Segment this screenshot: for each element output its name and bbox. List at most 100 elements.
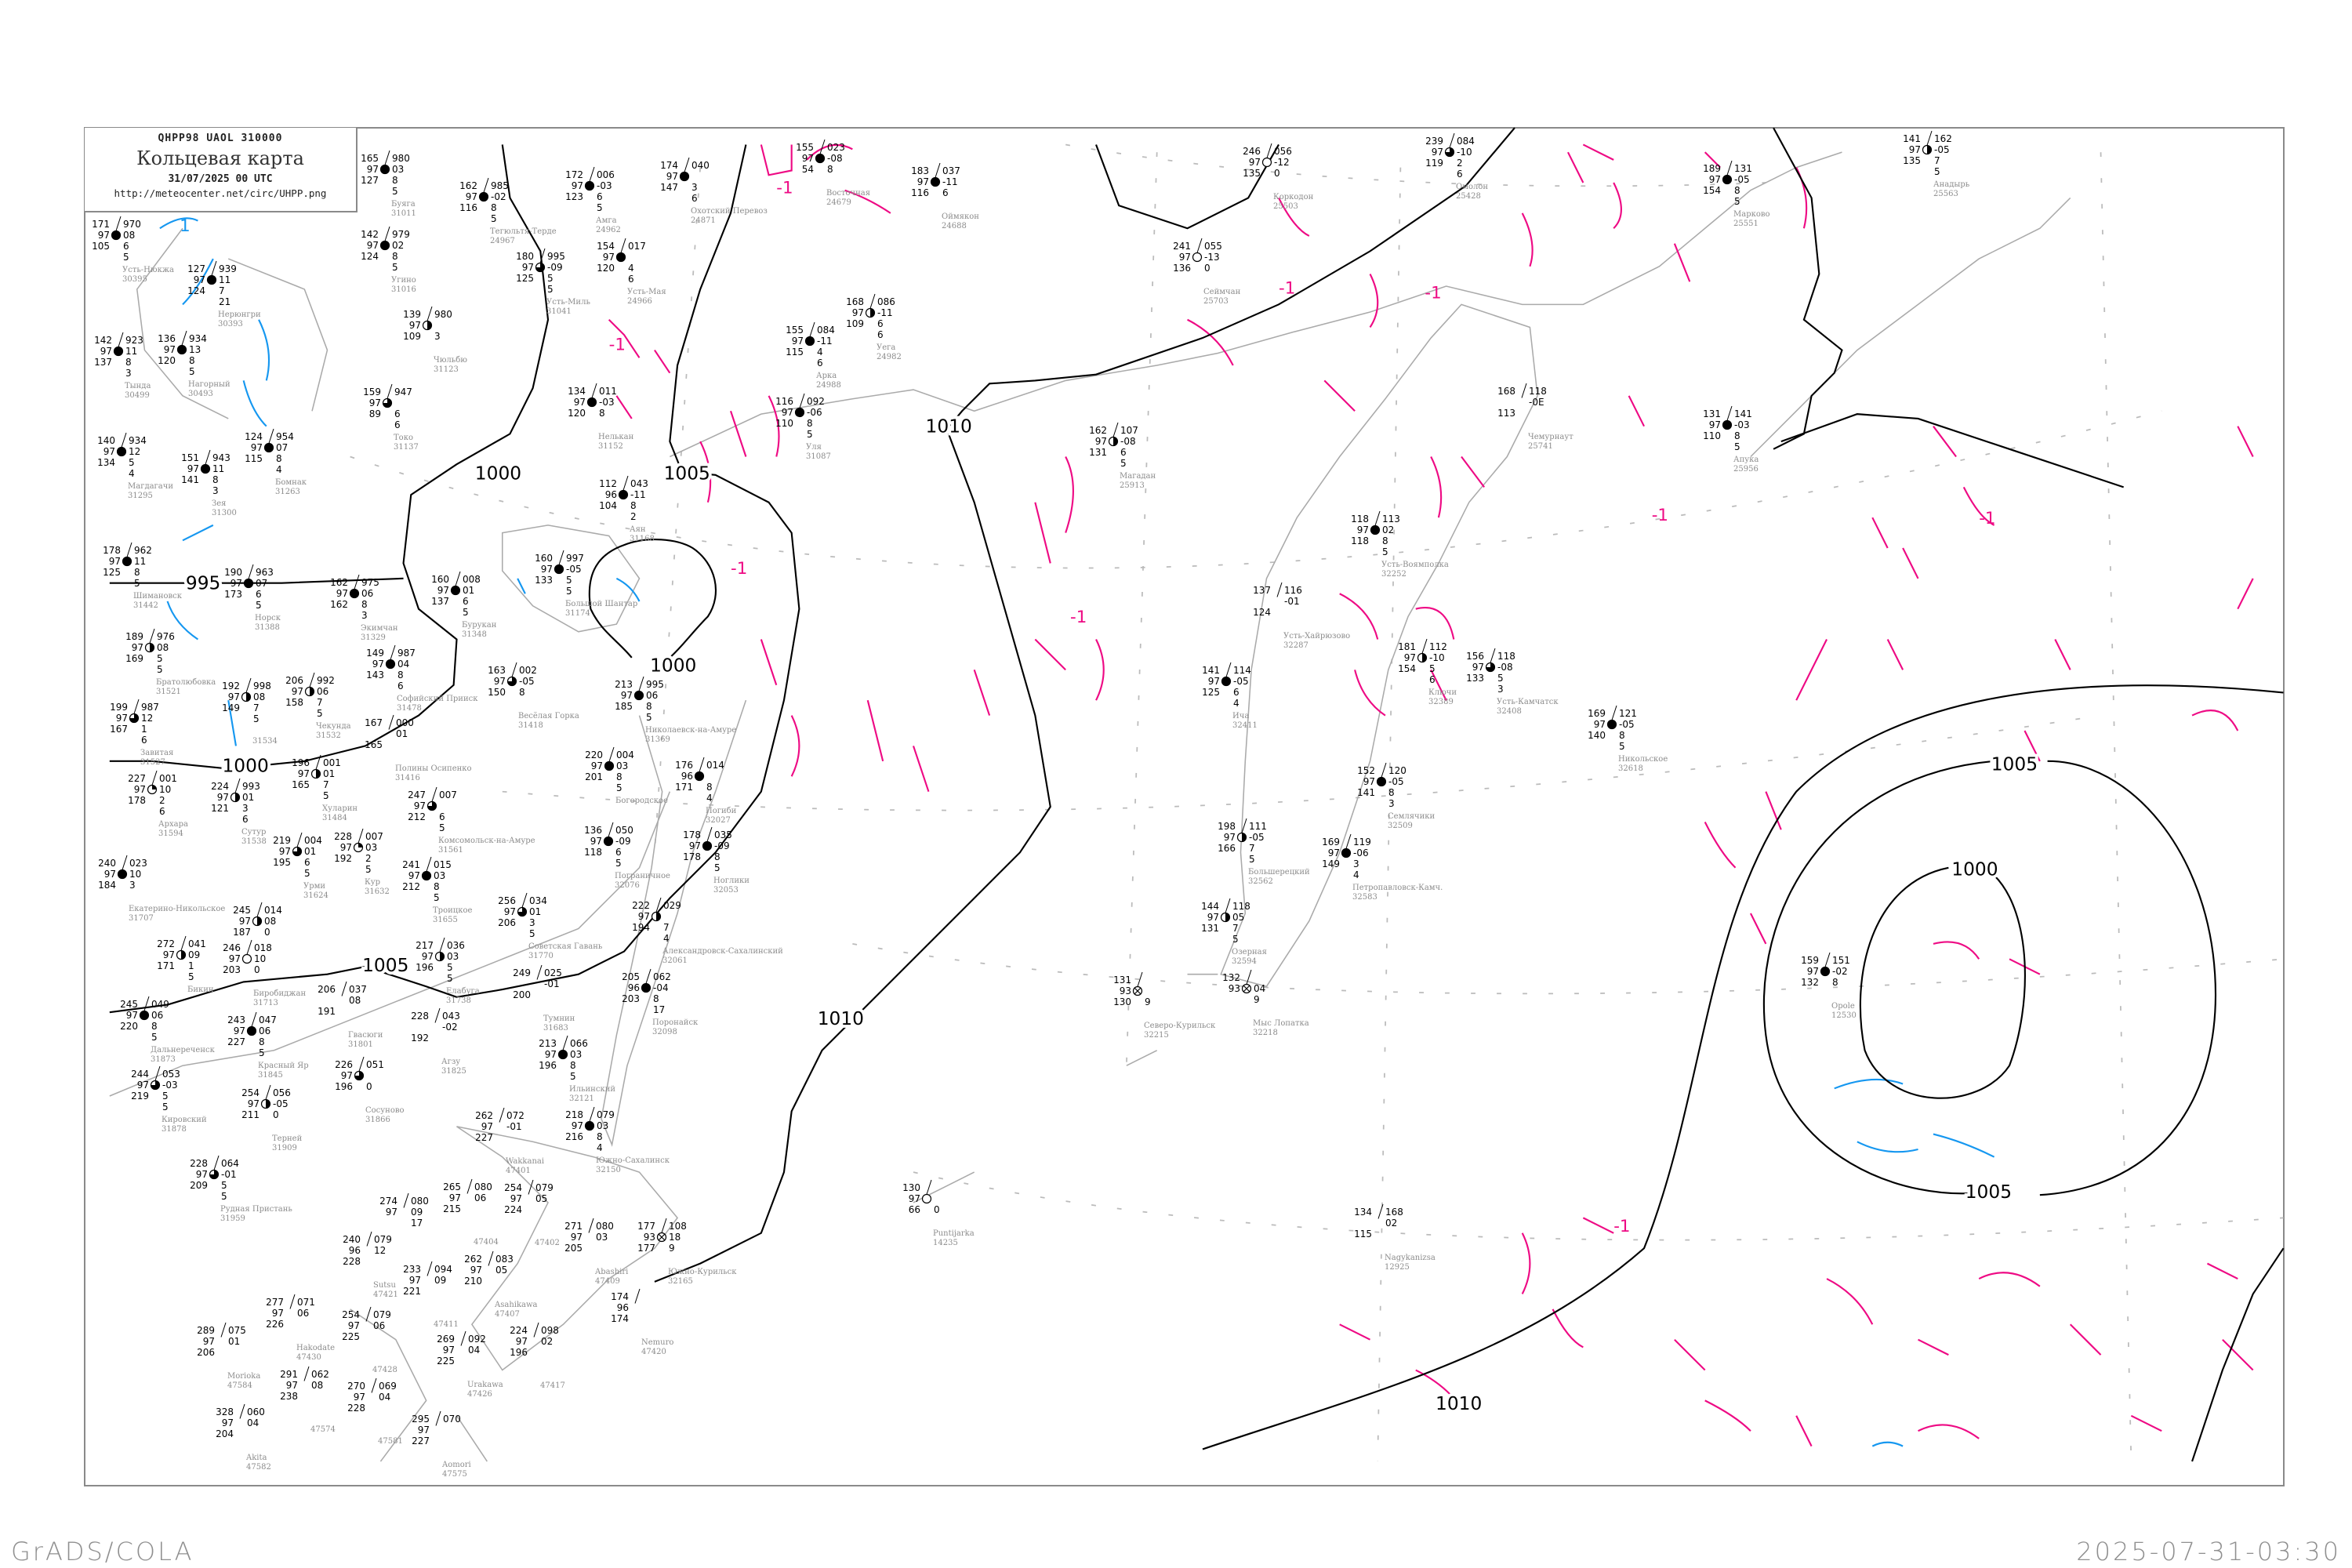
station-plot[interactable]: 16297116 985-0285 Тегюльтя-Терде24967 [459, 177, 557, 245]
station-plot[interactable]: 14297137 9231183 Тында30499 [94, 332, 151, 400]
station-plot[interactable]: 26297227 072-01 Wakkanai47401 [475, 1107, 544, 1175]
station-plot[interactable]: 32897204 06004 Akita47582 [216, 1403, 271, 1472]
station-plot[interactable]: 15197141 9431183 Зея31300 [181, 449, 237, 517]
station-plot[interactable]: 24096228 07912 Sutsu47421 [343, 1231, 398, 1299]
station-plot[interactable]: 27297171 0410915 Бикин [157, 935, 214, 994]
station-plot[interactable]: 29197238 06208 47574 [280, 1366, 336, 1434]
station-plot[interactable]: 16097137 0080165 Бурукан31348 [431, 571, 497, 639]
station-plot[interactable]: 16897109086-1166Уега24982 [846, 293, 902, 361]
station-plot[interactable]: 22297194 029 74 Александровск-Сахалинский32… [632, 897, 783, 965]
station-plot[interactable]: 1309766 0 Puntijarka14235 [902, 1179, 975, 1247]
station-plot[interactable]: 27797226 07106 Hakodate47430 [266, 1294, 335, 1362]
station-plot[interactable]: 24597220 0490685 Дальнереченск31873 [120, 996, 216, 1064]
station-plot[interactable]: 26597215 08006 47404 [443, 1178, 499, 1247]
station-plot[interactable]: 1559754 023-088 Восточная24679 [796, 139, 870, 207]
station-plot[interactable]: 14197135 162-0575 Анадырь25563 [1903, 130, 1970, 198]
station-plot[interactable]: 15497120 017 46 Усть-Мая24966 [597, 238, 666, 306]
station-plot[interactable]: 20697158 9920675 Чекунда31532 [285, 672, 351, 740]
station-plot[interactable]: 15297141 120-0583 Семлячики32509 [1357, 762, 1436, 830]
station-plot[interactable]: 13697120 9341385 Нагорный30493 [158, 330, 230, 398]
station-plot[interactable]: 17696171 014 84 Погиби32027 [675, 757, 737, 825]
station-plot[interactable]: 228 192 043-02 Агзу31825 [411, 1007, 466, 1076]
station-plot[interactable]: 25697206 0340135 Советская Гавань31770 [498, 892, 603, 960]
station-plot[interactable]: 19097173 9630765 Норск31388 [224, 564, 281, 632]
station-plot[interactable]: 22497121 9930136 Сутур31538 [211, 778, 267, 846]
station-plot[interactable]: 22497196 09802 47417 [510, 1322, 565, 1390]
station-plot[interactable]: 24197212 0150385 Троицкое31655 [402, 856, 472, 924]
station-plot[interactable]: 29597227 070 Aomori47575 [412, 1410, 471, 1479]
station-plot[interactable]: 19997167 9871216 Завитая31527 [110, 699, 173, 767]
station-plot[interactable]: 19297149 9980875 31534 [222, 677, 278, 746]
station-plot[interactable]: 18197154 112-1056 Ключи32389 [1398, 638, 1457, 706]
station-plot[interactable]: 1599789 947 66 Токо31137 [363, 383, 419, 452]
station-plot[interactable]: 22097201 0040385 Богородское [585, 746, 668, 805]
station-plot[interactable]: 17496174 Nemuro47420 [611, 1288, 673, 1356]
station-plot[interactable]: 24097184 023103 Екатерино-Никольское31707 [98, 855, 225, 923]
station-plot[interactable]: 24597187 014080 [233, 902, 282, 938]
station-plot[interactable]: 27197205 08003 Abashiri47409 [564, 1218, 628, 1286]
station-plot[interactable]: 24697203 018100 Биробиджан31713 [223, 939, 306, 1007]
station-plot[interactable]: 11697110 092-0685 Уля31087 [775, 393, 831, 461]
station-plot[interactable]: 24697135 056-120 Коркодон25503 [1243, 143, 1314, 211]
station-plot[interactable]: 23997119 084-1026 Омолон25428 [1425, 132, 1488, 201]
station-plot[interactable]: 168 113 118-0E Чемурнаут25741 [1497, 383, 1573, 451]
station-plot[interactable]: 28997206 07501 Morioka47584 [197, 1322, 260, 1390]
station-plot[interactable]: 16297131 107-0865 Магадан25913 [1089, 422, 1156, 490]
station-plot[interactable]: 11897118 1130285 Усть-Воямполка32252 [1351, 510, 1449, 579]
station-plot[interactable]: 25497224 07905 47402 [504, 1179, 560, 1247]
station-plot[interactable]: 14097134 9341254 Магдагачи31295 [97, 432, 173, 500]
station-plot[interactable]: 17497147 040 36 Охотский Перевоз24871 [660, 157, 768, 225]
station-plot[interactable]: 24197136 055-130 Сеймчан25703 [1173, 238, 1241, 306]
station-plot[interactable]: 189971699760855Братолюбовка31521 [125, 628, 216, 696]
station-plot[interactable]: 16297162 9750683 Экимчан31329 [330, 574, 398, 642]
station-plot[interactable]: 16397150 002-058 Весёлая Горка31418 [488, 662, 579, 730]
station-plot[interactable]: 217971960360355Елабуга31738 [416, 937, 480, 1005]
station-plot[interactable]: 21897216 0790384 Южно-Сахалинск32150 [565, 1106, 670, 1174]
station-plot[interactable]: 15697133 118-0853 Усть-Камчатск32408 [1466, 648, 1559, 716]
station-plot[interactable]: 22697196 051 0 Сосуново31866 [335, 1056, 405, 1124]
station-plot[interactable]: 26297210 08305 Asahikawa47407 [464, 1250, 538, 1319]
station-plot[interactable]: 17297123 006-0365 Амга24962 [565, 166, 621, 234]
station-plot[interactable]: 15997132 151-028 Opole12530 [1801, 952, 1857, 1020]
station-plot[interactable]: 11296104 043-1182 Аян31168 [599, 475, 655, 543]
station-plot[interactable]: 18097125995-0955Усть-Миль31041 [516, 248, 590, 316]
station-plot[interactable]: 18397116 037-116 Оймякон24688 [911, 162, 979, 230]
station-plot[interactable]: 20596203 062-04817 Поронайск32098 [622, 968, 699, 1036]
station-plot[interactable]: 13293 049 Мыс Лопатка32218 [1222, 969, 1309, 1037]
station-plot[interactable]: 12797124 93911721 Нерюнгри30393 [187, 260, 261, 328]
station-plot[interactable]: 19897166 111-0575 Большерецкий32562 [1218, 818, 1310, 886]
station-plot[interactable]: 13197110 141-0385 Апука25956 [1703, 405, 1759, 474]
station-plot[interactable]: 167 165 00001 Полины Осипенко31416 [365, 714, 472, 782]
station-plot[interactable]: 19697165 0010175 Хуларин31484 [292, 754, 358, 822]
station-plot[interactable]: 25497225 07906 47428 [342, 1306, 397, 1374]
station-plot[interactable]: 12497115 9540784 Бомнак31263 [245, 428, 307, 496]
station-plot[interactable]: 17897125 9621185 Шимановск31442 [103, 542, 183, 610]
station-plot[interactable]: 16097133997-0555Большой Шантар31174 [535, 550, 637, 618]
station-plot[interactable]: 15597115 084-1146 Арка24988 [786, 321, 841, 390]
station-plot[interactable]: 27497 0800917 [379, 1192, 429, 1229]
station-plot[interactable]: 14197125 114-0564 Ича32411 [1202, 662, 1258, 730]
station-plot[interactable]: 17897178 035-0985 Ноглики32053 [683, 826, 750, 895]
station-plot[interactable]: 24797212 007 65 Комсомольск-на-Амуре31561 [408, 786, 535, 855]
station-plot[interactable]: 17793177 108189 Южно-Курильск32165 [637, 1218, 737, 1286]
station-plot[interactable]: 14997143 9870486 Софийский Прииск31478 [366, 644, 478, 713]
station-plot[interactable]: 14297124 9790285 Угино31016 [361, 226, 416, 294]
station-plot[interactable]: 27097228 06904 47581 [347, 1377, 403, 1446]
station-plot[interactable]: 13997109 980 3 Чюльбю31123 [403, 306, 467, 374]
station-plot[interactable]: 206 191 03708 Гвасюги31801 [318, 981, 383, 1049]
station-plot[interactable]: 24497219053-0355Кировский31878 [131, 1065, 207, 1134]
station-plot[interactable]: 13193130 9 Северо-Курильск32215 [1113, 971, 1216, 1040]
station-plot[interactable]: 22897209064-0155Рудная Пристань31959 [190, 1155, 292, 1223]
station-plot[interactable]: 13697118 050-0965 Пограничное32076 [584, 822, 670, 890]
station-plot[interactable]: 16597127 9800385 Буяга31011 [361, 150, 416, 218]
station-plot[interactable]: 26997225 09204 Urakawa47426 [437, 1330, 503, 1399]
station-plot[interactable]: 21997195 0040165 Урми31624 [273, 832, 328, 900]
station-plot[interactable]: 22897192 0070325 Кур31632 [334, 828, 390, 896]
station-plot[interactable]: 21397185 9950685 Николаевск-на-Амуре31369 [615, 676, 736, 744]
station-plot[interactable]: 249 200 025-01 Тумнин31683 [513, 964, 575, 1033]
station-plot[interactable]: 22797178 0011026 Архара31594 [128, 770, 188, 838]
station-plot[interactable]: 137 124 116-01 Усть-Хайрюзово32287 [1253, 582, 1350, 650]
station-plot[interactable]: 16997149 119-0634 Петропавловск-Камч.32583 [1322, 833, 1443, 902]
station-plot[interactable]: 24397227 0470685 Красный Яр31845 [227, 1011, 309, 1080]
station-plot[interactable]: 21397196 0660385 Ильинский32121 [539, 1035, 615, 1103]
